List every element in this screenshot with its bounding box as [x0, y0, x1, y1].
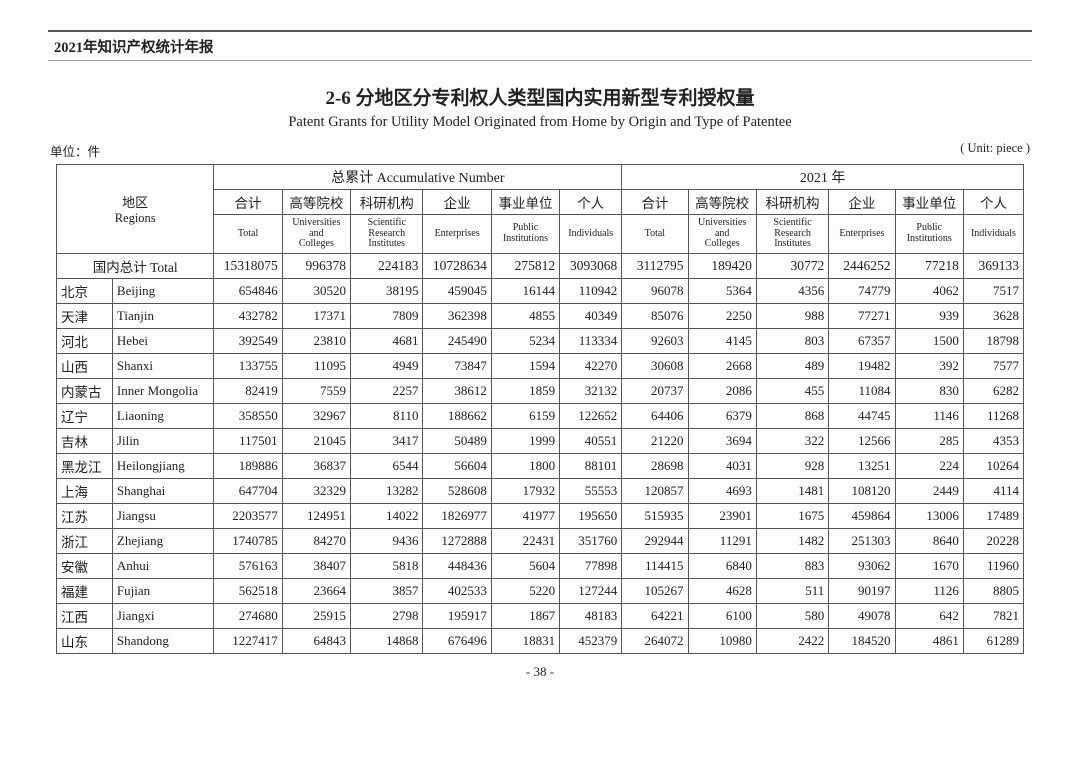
table-row: 吉林Jilin117501210453417504891999405512122… — [57, 428, 1024, 453]
table-row: 内蒙古Inner Mongolia82419755922573861218593… — [57, 378, 1024, 403]
table-row: 福建Fujian56251823664385740253352201272441… — [57, 578, 1024, 603]
page-number: - 38 - — [48, 664, 1032, 680]
group-2021: 2021 年 — [622, 165, 1024, 190]
table-row: 山西Shanxi13375511095494973847159442270306… — [57, 353, 1024, 378]
table-row: 天津Tianjin4327821737178093623984855403498… — [57, 303, 1024, 328]
data-table: 地区 Regions 总累计 Accumulative Number 2021 … — [56, 164, 1024, 654]
table-head: 地区 Regions 总累计 Accumulative Number 2021 … — [57, 165, 1024, 254]
unit-right: ( Unit: piece ) — [960, 141, 1030, 160]
title-en: Patent Grants for Utility Model Originat… — [48, 114, 1032, 131]
table-row: 山东Shandong122741764843148686764961883145… — [57, 628, 1024, 653]
unit-left: 单位：件 — [50, 141, 100, 160]
table-row: 江西Jiangxi2746802591527981959171867481836… — [57, 603, 1024, 628]
table-row: 浙江Zhejiang174078584270943612728882243135… — [57, 528, 1024, 553]
table-row: 黑龙江Heilongjiang1898863683765445660418008… — [57, 453, 1024, 478]
table-row: 安徽Anhui576163384075818448436560477898114… — [57, 553, 1024, 578]
table-row: 江苏Jiangsu2203577124951140221826977419771… — [57, 503, 1024, 528]
doc-header: 2021年知识产权统计年报 — [48, 30, 1032, 61]
table-body: 国内总计 Total153180759963782241831072863427… — [57, 253, 1024, 653]
group-accumulative: 总累计 Accumulative Number — [214, 165, 622, 190]
doc-header-text: 2021年知识产权统计年报 — [54, 40, 214, 56]
region-header: 地区 Regions — [57, 165, 214, 254]
table-row: 上海Shanghai647704323291328252860817932555… — [57, 478, 1024, 503]
total-row: 国内总计 Total153180759963782241831072863427… — [57, 253, 1024, 278]
table-row: 河北Hebei392549238104681245490523411333492… — [57, 328, 1024, 353]
table-row: 北京Beijing6548463052038195459045161441109… — [57, 278, 1024, 303]
title-cn: 2-6 分地区分专利权人类型国内实用新型专利授权量 — [48, 83, 1032, 110]
unit-row: 单位：件 ( Unit: piece ) — [50, 141, 1030, 160]
table-row: 辽宁Liaoning358550329678110188662615912265… — [57, 403, 1024, 428]
